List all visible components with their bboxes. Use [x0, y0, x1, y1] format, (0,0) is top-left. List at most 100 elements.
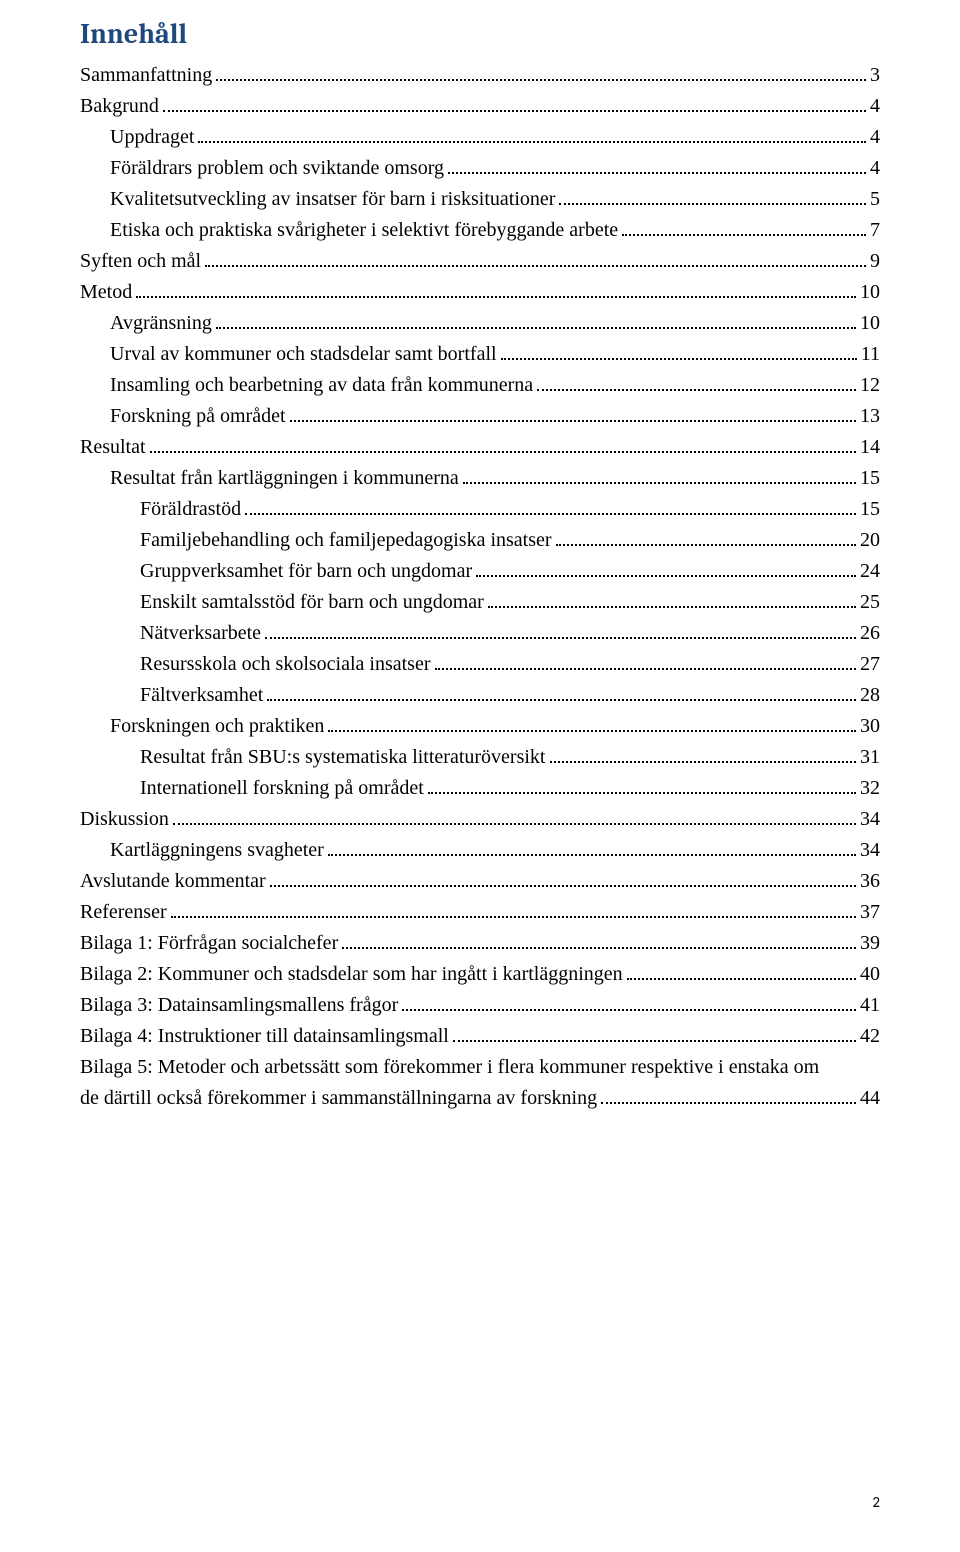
- toc-entry-page: 27: [860, 649, 880, 680]
- toc-entry-label: de därtill också förekommer i sammanstäl…: [80, 1083, 597, 1114]
- toc-entry-label: Bilaga 5: Metoder och arbetssätt som för…: [80, 1052, 880, 1083]
- toc-title: Innehåll: [80, 18, 880, 50]
- toc-entry-page: 15: [860, 494, 880, 525]
- toc-entry-page: 9: [870, 246, 880, 277]
- toc-leader-dots: [245, 513, 856, 515]
- toc-entry[interactable]: Resultat från kartläggningen i kommunern…: [80, 463, 880, 494]
- toc-entry[interactable]: Föräldrastöd15: [80, 494, 880, 525]
- toc-leader-dots: [265, 637, 856, 639]
- toc-leader-dots: [448, 172, 866, 174]
- toc-entry[interactable]: Bilaga 1: Förfrågan socialchefer 39: [80, 928, 880, 959]
- toc-entry-page: 31: [860, 742, 880, 773]
- toc-entry[interactable]: Forskningen och praktiken30: [80, 711, 880, 742]
- toc-entry-label: Bilaga 1: Förfrågan socialchefer: [80, 928, 338, 959]
- toc-entry-page: 25: [860, 587, 880, 618]
- toc-entry-page: 4: [870, 91, 880, 122]
- toc-entry[interactable]: Urval av kommuner och stadsdelar samt bo…: [80, 339, 880, 370]
- toc-entry-label: Fältverksamhet: [140, 680, 263, 711]
- toc-list: Sammanfattning3Bakgrund4Uppdraget4Föräld…: [80, 60, 880, 1114]
- toc-entry[interactable]: Avslutande kommentar36: [80, 866, 880, 897]
- toc-entry-page: 34: [860, 804, 880, 835]
- toc-entry-label: Resursskola och skolsociala insatser: [140, 649, 431, 680]
- toc-leader-dots: [622, 234, 866, 236]
- toc-entry-label: Gruppverksamhet för barn och ungdomar: [140, 556, 472, 587]
- toc-entry-page: 42: [860, 1021, 880, 1052]
- page-number-footer: 2: [80, 1494, 880, 1512]
- toc-entry[interactable]: Internationell forskning på området32: [80, 773, 880, 804]
- toc-leader-dots: [435, 668, 857, 670]
- toc-entry-label: Bilaga 2: Kommuner och stadsdelar som ha…: [80, 959, 623, 990]
- toc-leader-dots: [150, 451, 856, 453]
- toc-leader-dots: [342, 947, 856, 949]
- toc-entry-label: Forskningen och praktiken: [110, 711, 324, 742]
- toc-entry[interactable]: Diskussion34: [80, 804, 880, 835]
- toc-entry-page: 13: [860, 401, 880, 432]
- toc-entry-page: 44: [860, 1083, 880, 1114]
- toc-entry[interactable]: Uppdraget4: [80, 122, 880, 153]
- toc-entry-label: Föräldrars problem och sviktande omsorg: [110, 153, 444, 184]
- toc-entry[interactable]: Metod10: [80, 277, 880, 308]
- toc-leader-dots: [488, 606, 856, 608]
- toc-leader-dots: [216, 327, 856, 329]
- toc-entry[interactable]: Etiska och praktiska svårigheter i selek…: [80, 215, 880, 246]
- toc-entry-label: Familjebehandling och familjepedagogiska…: [140, 525, 552, 556]
- toc-leader-dots: [328, 854, 856, 856]
- toc-entry-page: 39: [860, 928, 880, 959]
- toc-entry[interactable]: Bilaga 5: Metoder och arbetssätt som för…: [80, 1052, 880, 1114]
- toc-entry[interactable]: Bilaga 4: Instruktioner till datainsamli…: [80, 1021, 880, 1052]
- toc-entry[interactable]: Bakgrund 4: [80, 91, 880, 122]
- toc-entry[interactable]: Forskning på området13: [80, 401, 880, 432]
- toc-leader-dots: [463, 482, 856, 484]
- toc-entry-page: 4: [870, 153, 880, 184]
- toc-entry-label: Insamling och bearbetning av data från k…: [110, 370, 533, 401]
- toc-entry[interactable]: Bilaga 2: Kommuner och stadsdelar som ha…: [80, 959, 880, 990]
- toc-leader-dots: [267, 699, 856, 701]
- toc-leader-dots: [601, 1102, 856, 1104]
- toc-entry-label: Metod: [80, 277, 132, 308]
- toc-leader-dots: [402, 1009, 856, 1011]
- toc-entry[interactable]: Fältverksamhet 28: [80, 680, 880, 711]
- toc-entry[interactable]: Resursskola och skolsociala insatser 27: [80, 649, 880, 680]
- toc-entry-label: Sammanfattning: [80, 60, 212, 91]
- toc-entry[interactable]: Insamling och bearbetning av data från k…: [80, 370, 880, 401]
- toc-entry-label: Resultat: [80, 432, 146, 463]
- toc-leader-dots: [501, 358, 857, 360]
- toc-entry-page: 40: [860, 959, 880, 990]
- toc-entry[interactable]: Kartläggningens svagheter34: [80, 835, 880, 866]
- toc-entry[interactable]: Enskilt samtalsstöd för barn och ungdoma…: [80, 587, 880, 618]
- toc-entry[interactable]: Resultat 14: [80, 432, 880, 463]
- toc-entry-label: Bakgrund: [80, 91, 159, 122]
- toc-entry-page: 7: [870, 215, 880, 246]
- toc-leader-dots: [328, 730, 856, 732]
- toc-leader-dots: [173, 823, 856, 825]
- toc-leader-dots: [428, 792, 856, 794]
- toc-leader-dots: [476, 575, 856, 577]
- toc-entry-page: 10: [860, 308, 880, 339]
- toc-entry[interactable]: Familjebehandling och familjepedagogiska…: [80, 525, 880, 556]
- toc-entry-label: Nätverksarbete: [140, 618, 261, 649]
- toc-entry[interactable]: Referenser37: [80, 897, 880, 928]
- toc-leader-dots: [163, 110, 866, 112]
- toc-entry[interactable]: Föräldrars problem och sviktande omsorg 4: [80, 153, 880, 184]
- toc-leader-dots: [559, 203, 866, 205]
- toc-leader-dots: [537, 389, 856, 391]
- toc-entry[interactable]: Avgränsning10: [80, 308, 880, 339]
- toc-entry-page: 20: [860, 525, 880, 556]
- toc-entry[interactable]: Bilaga 3: Datainsamlingsmallens frågor41: [80, 990, 880, 1021]
- toc-leader-dots: [453, 1040, 856, 1042]
- toc-entry-page: 3: [870, 60, 880, 91]
- toc-entry[interactable]: Syften och mål9: [80, 246, 880, 277]
- toc-leader-dots: [171, 916, 856, 918]
- toc-entry-page: 14: [860, 432, 880, 463]
- toc-leader-dots: [627, 978, 856, 980]
- toc-entry-label: Resultat från SBU:s systematiska littera…: [140, 742, 546, 773]
- toc-entry[interactable]: Sammanfattning 3: [80, 60, 880, 91]
- toc-leader-dots: [550, 761, 857, 763]
- toc-entry[interactable]: Gruppverksamhet för barn och ungdomar24: [80, 556, 880, 587]
- toc-entry[interactable]: Kvalitetsutveckling av insatser för barn…: [80, 184, 880, 215]
- toc-entry-page: 41: [860, 990, 880, 1021]
- toc-entry[interactable]: Resultat från SBU:s systematiska littera…: [80, 742, 880, 773]
- toc-entry[interactable]: Nätverksarbete26: [80, 618, 880, 649]
- toc-entry-label: Kartläggningens svagheter: [110, 835, 324, 866]
- toc-entry-page: 28: [860, 680, 880, 711]
